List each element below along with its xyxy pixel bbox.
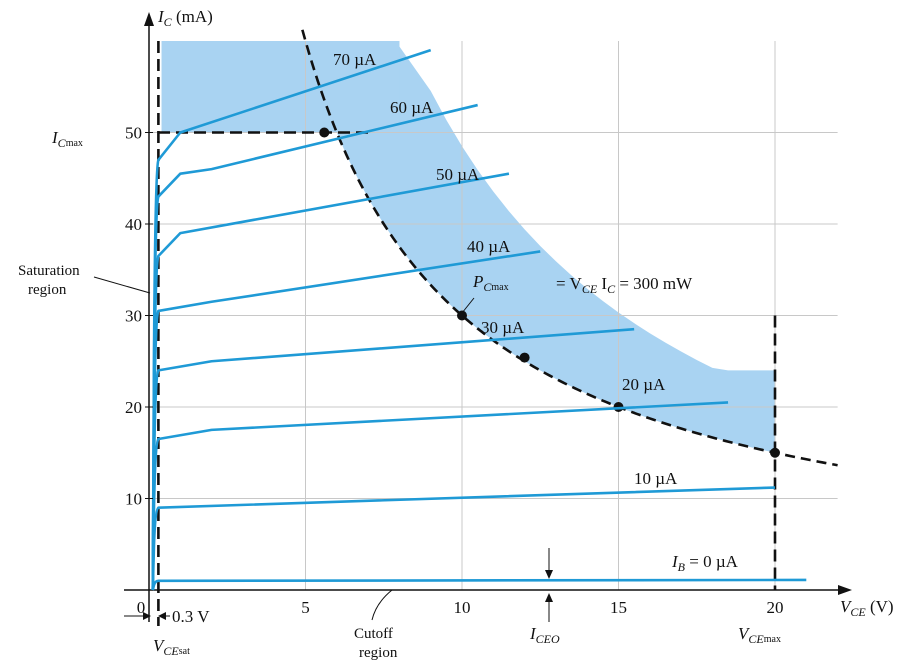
x-axis-title-rest: (V) (866, 597, 894, 616)
iceo-arrowhead-bottom (545, 593, 553, 602)
y-axis-title-rest: (mA) (172, 7, 213, 26)
limit-point-marker (457, 310, 467, 321)
limit-point-marker (319, 127, 330, 138)
vce-sat-label-main: V (153, 636, 166, 655)
curve-label-ib-0: IB = 0 µA (671, 552, 739, 574)
y-axis-title-sub: C (164, 15, 173, 29)
curve-label-ib-1: 10 µA (634, 469, 678, 488)
saturation-region-label-2: region (28, 282, 67, 298)
curve-label-ib-5: 50 µA (436, 165, 480, 184)
cutoff-region-label-1: Cutoff (354, 626, 393, 642)
cutoff-leader (371, 589, 393, 621)
iceo-label-sub: CEO (536, 632, 560, 646)
knee-voltage-label: 0.3 V (172, 607, 210, 626)
x-tick-label: 5 (301, 598, 310, 617)
x-tick-label: 20 (767, 598, 784, 617)
saturation-corner-shading (161, 41, 400, 133)
ic-max-label: ICmax (51, 128, 83, 150)
x-tick-label: 0 (137, 598, 146, 617)
y-tick-label: 30 (125, 307, 142, 326)
vce-max-label-sub: CE (748, 632, 764, 646)
vce-max-label: VCEmax (738, 624, 781, 646)
pc-max-hyperbola (301, 29, 838, 467)
curve-ib-0 (151, 578, 807, 591)
ic-max-label-sub: C (58, 136, 67, 150)
knee-arrowhead-right (158, 612, 166, 620)
curve-ib-1 (151, 486, 776, 591)
vce-sat-label-sub: CE (163, 644, 179, 658)
limit-lines (157, 29, 838, 626)
pc-equation-b: I (597, 274, 607, 293)
pc-max-label: PCmax (472, 272, 509, 294)
curve-ib-7 (151, 48, 432, 591)
vce-max-label-sub2: max (764, 634, 781, 645)
x-axis-title: VCE (V) (840, 597, 894, 619)
x-tick-label: 15 (610, 598, 627, 617)
x-axis-title-sub: CE (850, 605, 866, 619)
y-axis-title-main: I (157, 7, 165, 26)
iceo-arrowhead-top (545, 570, 553, 579)
pc-equation-a: = V (556, 274, 583, 293)
pc-equation-c: = 300 mW (615, 274, 693, 293)
knee-arrowhead-left (143, 612, 151, 620)
pc-max-label-sub: C (483, 280, 492, 294)
x-axis-arrow (838, 585, 852, 595)
y-tick-label: 40 (125, 215, 142, 234)
pc-equation-sub: CE (582, 282, 598, 296)
iceo-label-main: I (529, 624, 537, 643)
vce-sat-label: VCEsat (153, 636, 190, 658)
pc-equation-sub2: C (607, 282, 616, 296)
curve-label-ib-4: 40 µA (467, 237, 511, 256)
saturation-region-label-1: Saturation (18, 263, 80, 279)
curve-label-ib-0-sub: B (678, 560, 686, 574)
y-tick-label: 10 (125, 490, 142, 509)
y-tick-label: 20 (125, 398, 142, 417)
x-axis-title-main: V (840, 597, 853, 616)
curve-label-ib-0-rest: = 0 µA (685, 552, 739, 571)
pc-equation: = VCE IC = 300 mW (556, 274, 693, 296)
vce-max-label-main: V (738, 624, 751, 643)
y-axis-arrow (144, 12, 154, 26)
pc-max-label-sub2: max (491, 282, 508, 293)
tick-labels: 10 20 30 40 50 0 5 10 15 20 (125, 124, 784, 618)
ic-max-label-main: I (51, 128, 59, 147)
curve-label-ib-3: 30 µA (481, 318, 525, 337)
cutoff-region-label-2: region (359, 645, 398, 661)
ic-max-label-sub2: max (66, 138, 83, 149)
iceo-label: ICEO (529, 624, 560, 646)
axes (124, 12, 852, 622)
y-axis-title: IC (mA) (157, 7, 213, 29)
safe-operating-region-shading (161, 41, 775, 458)
vce-sat-label-sub2: sat (179, 646, 190, 657)
curve-label-ib-2: 20 µA (622, 375, 666, 394)
pc-max-label-main: P (472, 272, 483, 291)
pc-max-leader (461, 297, 475, 314)
curve-label-ib-6: 60 µA (390, 98, 434, 117)
saturation-leader (93, 276, 151, 294)
curve-ib-2 (151, 401, 729, 591)
limit-point-marker (770, 447, 780, 458)
power-dissipation-region (161, 41, 775, 458)
x-tick-label: 10 (454, 598, 471, 617)
curve-label-ib-0-main: I (671, 552, 679, 571)
y-tick-label: 50 (125, 124, 142, 143)
curve-label-ib-7: 70 µA (333, 50, 377, 69)
limit-point-marker (519, 352, 530, 363)
characteristic-curves (151, 48, 807, 591)
